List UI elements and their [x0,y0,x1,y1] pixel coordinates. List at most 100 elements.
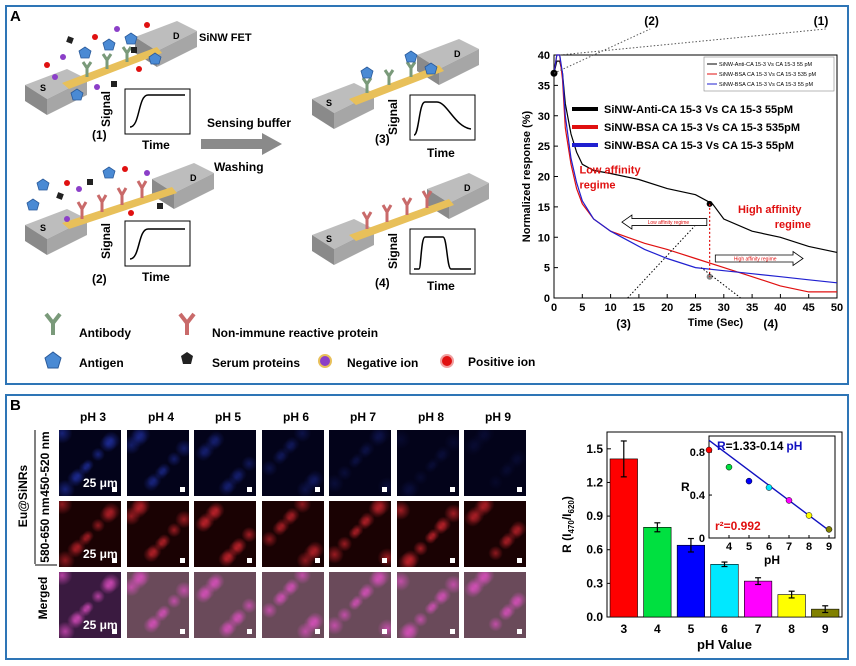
inset-scatter: 4 5 6 7 8 9 0 0.4 0.8 pH R R=1.33-0.14 pH r²=0.992 [681,435,836,567]
svg-text:S: S [326,98,332,108]
guide-line [700,267,742,299]
scale-bar-label: 25 μm [83,618,118,632]
response-line-chart: 0 5 10 15 20 25 30 35 40 45 50 0 5 10 15 20 25 30 35 40 Time… [521,14,843,331]
inset-x-tick-label: 9 [826,541,832,553]
row-label-blue: 450-520 nm [38,431,52,496]
x-tick-label: 10 [604,302,616,314]
drain-label: D [173,31,180,41]
schematic-legend: Antibody Non-immune reactive protein Ant… [44,312,454,370]
high-affinity-label: High affinity [738,204,802,216]
x-tick-label: 45 [803,302,815,314]
y-tick-label: 30 [538,111,550,123]
x-tick-label: 25 [689,302,701,314]
x-tick-label: 50 [831,302,843,314]
bar-x-tick-label: 8 [788,622,795,636]
svg-text:Signal: Signal [99,91,113,127]
svg-text:Time: Time [427,279,455,293]
svg-text:Washing: Washing [214,160,264,174]
inset-point [745,477,753,485]
bar-ph-3 [609,458,638,618]
svg-text:Time: Time [427,146,455,160]
bar-y-axis-label: R (I470/I620) [560,496,576,553]
micrograph-red-channel-3 [194,501,256,567]
device-2: S D [25,163,214,255]
x-axis-label: Time (Sec) [688,317,744,329]
svg-text:Time: Time [142,270,170,284]
micrograph-merged-channel-2 [126,572,189,638]
scale-bar [449,558,455,563]
x-tick-label: 40 [774,302,786,314]
scale-bar [112,487,117,492]
small-legend-entry: SiNW-BSA CA 15-3 Vs CA 15-3 535 pM [719,72,817,78]
antibody-icon [44,312,62,335]
bar-y-tick-label: 1.5 [586,442,603,456]
panel-b: B pH 3 pH 4 pH 5 pH 6 pH 7 pH 8 pH 9 Eu@… [5,394,849,660]
small-legend: SiNW-Anti-CA 15-3 Vs CA 15-3 55 pM SiNW-B… [703,56,835,92]
svg-text:(2): (2) [92,272,107,286]
inset-x-tick-label: 8 [806,541,812,553]
svg-text:Time: Time [142,138,170,152]
ph-col-4: pH 4 [148,410,175,424]
svg-text:Serum proteins: Serum proteins [212,356,300,370]
micrograph-blue-channel-4 [261,430,324,496]
micrograph-blue-channel-3 [194,430,256,496]
small-legend-entry: SiNW-Anti-CA 15-3 Vs CA 15-3 55 pM [719,62,813,68]
ph-col-8: pH 8 [418,410,445,424]
y-tick-label: 15 [538,202,550,214]
siNW-fet-label: SiNW FET [199,32,252,44]
scale-bar [314,629,320,634]
y-tick-label: 0 [544,293,550,305]
inset-x-label: pH [764,553,780,567]
scale-bar [449,629,455,634]
scale-bar [449,487,455,492]
svg-text:(4): (4) [375,276,390,290]
micrograph-red-channel-7 [464,501,526,567]
y-tick-label: 35 [538,80,550,92]
positive-ion-icon [440,354,454,368]
top-label-1: (1) [814,14,829,28]
inset-x-tick-label: 6 [766,541,772,553]
nonimmune-protein-icon [178,312,196,335]
scale-bar [247,558,252,563]
low-affinity-label: Low affinity [579,164,641,176]
scale-bar [314,487,320,492]
inset-equation: R=1.33-0.14 pH [717,439,802,453]
guide-line [559,28,826,56]
ph-col-9: pH 9 [485,410,512,424]
top-label-2: (2) [644,14,659,28]
scale-bar-label: 25 μm [83,547,118,561]
low-affinity-label-2: regime [579,180,615,192]
micrograph-merged-channel-4 [261,572,324,638]
series-line-3 [553,54,838,284]
bar-x-tick-label: 4 [654,622,661,636]
bar-x-axis-label: pH Value [697,637,752,652]
micrograph-blue-channel-5 [329,430,391,496]
svg-text:Antigen: Antigen [79,356,124,370]
ph-bar-chart: 0.0 0.3 0.6 0.9 1.2 1.5 3 4 5 6 7 8 9 pH Value R (I470… [560,431,843,652]
svg-text:S: S [326,234,332,244]
x-tick-label: 15 [633,302,645,314]
ph-col-6: pH 6 [283,410,310,424]
svg-text:D: D [190,173,197,183]
bar-x-tick-label: 5 [688,622,695,636]
inset-r2: r²=0.992 [715,519,761,533]
row-labels: Eu@SiNRs 450-520 nm 580-650 nm Merged [16,430,57,619]
legend-positive-ion-label: Positive ion [468,355,536,369]
scale-bar [382,487,387,492]
bar-x-tick-label: 9 [822,622,829,636]
bar-x-tick-label: 7 [755,622,762,636]
bar-ph-7 [744,580,773,618]
micrograph-red-channel-2 [126,501,189,567]
scale-bar [382,629,387,634]
biosensor-schematic: S D SiN [25,21,489,370]
device-4: S D [312,173,489,265]
bar-y-tick-label: 0.6 [586,543,603,557]
svg-text:(3): (3) [375,132,390,146]
high-affinity-arrow [714,250,804,267]
inset-point [825,526,833,533]
y-tick-label: 40 [538,50,550,62]
panel-a: A S D [5,5,849,385]
micrograph-merged-channel-3 [194,572,256,638]
micrograph-blue-channel-1: 25 μm [59,430,121,496]
scale-bar [517,558,522,563]
